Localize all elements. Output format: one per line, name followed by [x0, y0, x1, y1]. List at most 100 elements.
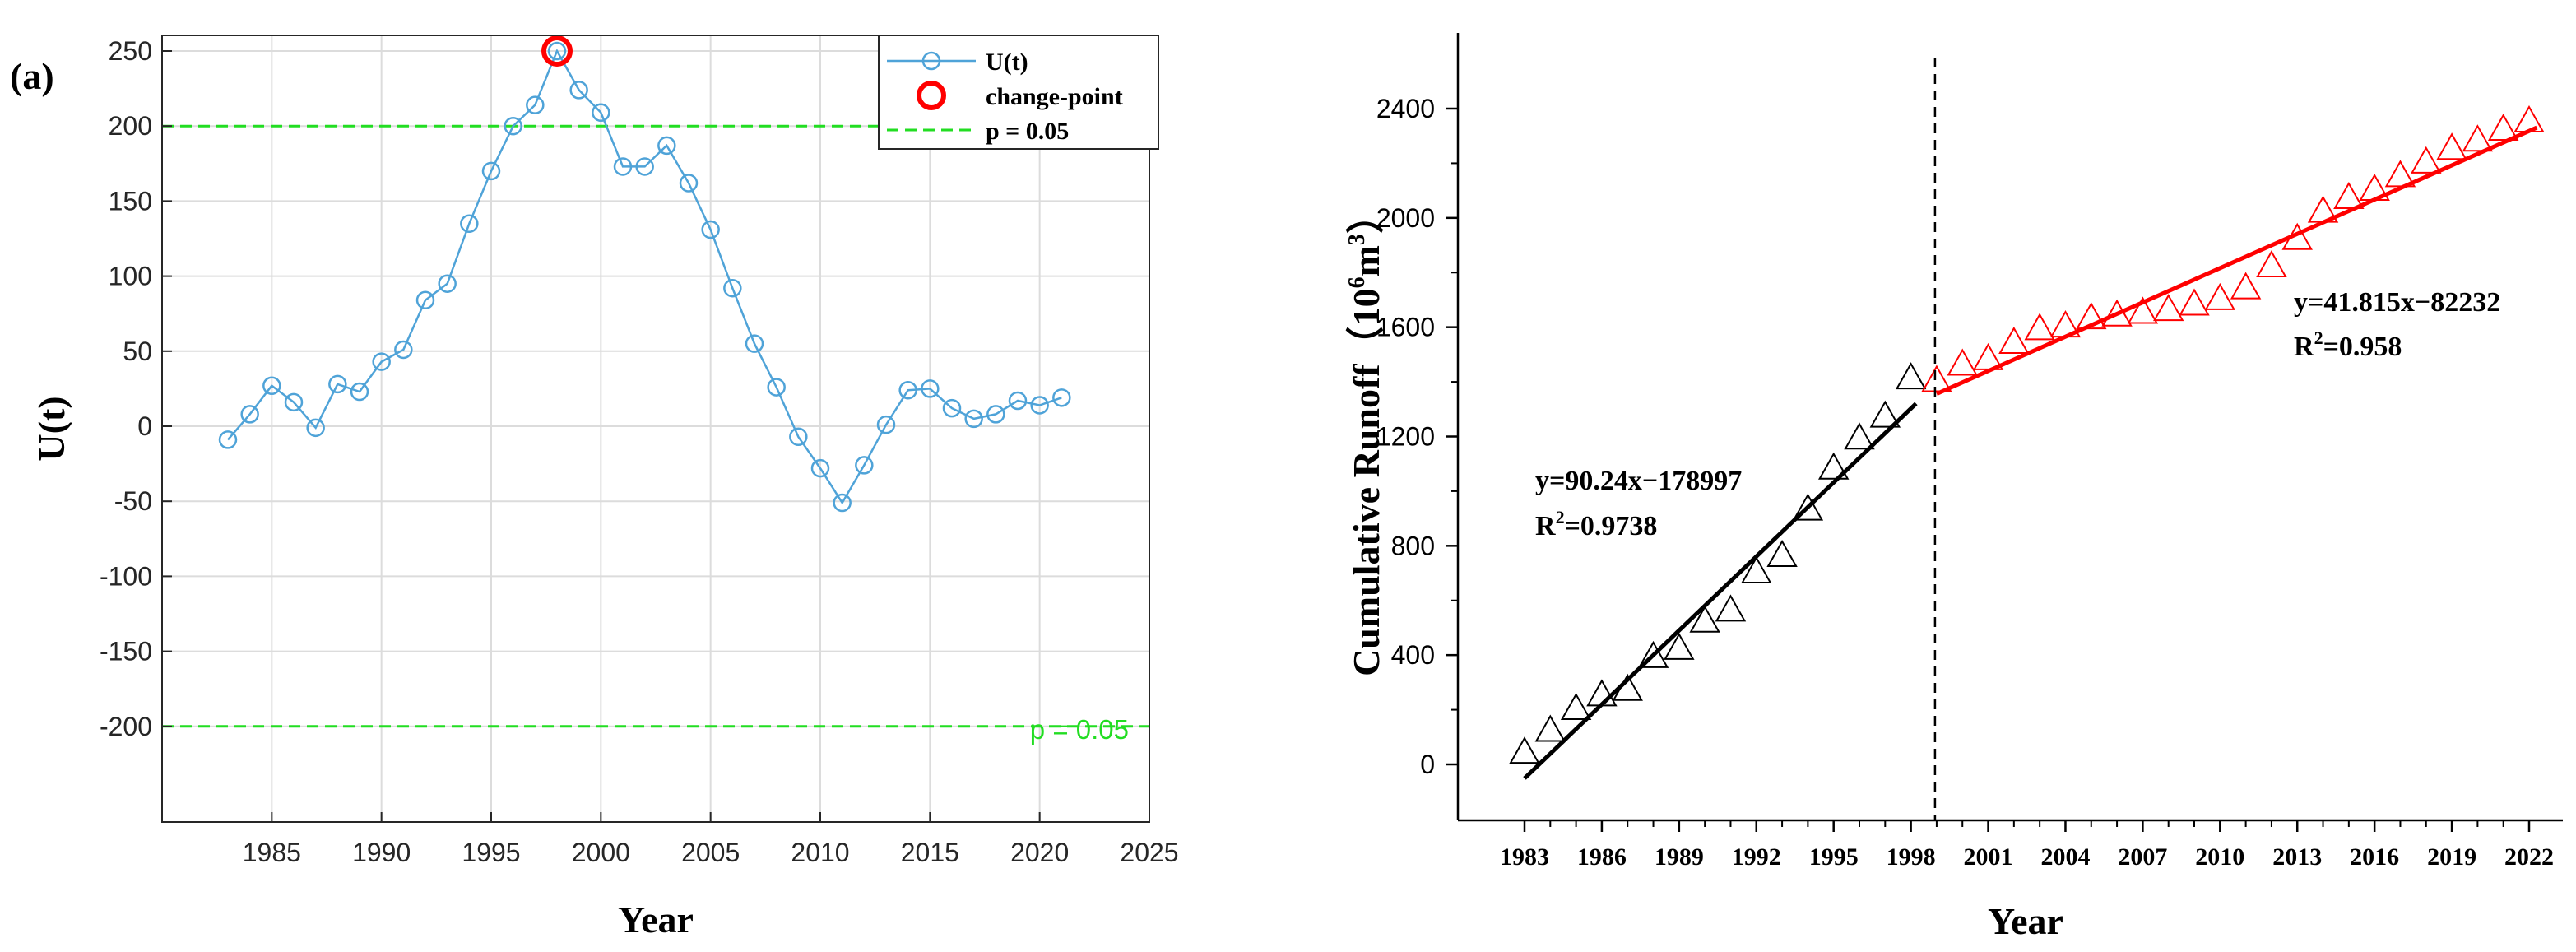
y-tick-label: -50: [114, 486, 152, 516]
ut-data-point: [964, 409, 983, 429]
ut-data-point: [657, 136, 676, 156]
x-tick-label: 2010: [2195, 843, 2244, 871]
ut-data-point: [592, 103, 610, 123]
r2-value-after: =0.958: [2323, 332, 2402, 362]
ut-data-point: [394, 340, 413, 360]
panel-a-grid: [162, 35, 1150, 822]
ut-data-point: [415, 290, 435, 310]
triangle-point-before: [1534, 714, 1566, 742]
ut-data-point: [723, 278, 742, 298]
ut-data-point: [767, 378, 786, 397]
r2-exponent-before: 2: [1556, 507, 1565, 527]
x-tick-label: 1989: [1655, 843, 1704, 871]
panel-a-plot-frame: [161, 35, 1150, 823]
triangle-point-after: [2462, 124, 2494, 152]
panel-b: 0 400 800 1200 1600 2000 2400 1983 1986 1989 1992 1…: [1344, 33, 2563, 942]
triangle-point-before: [1869, 400, 1901, 428]
fit-r2-before: R2=0.9738: [1535, 507, 1657, 541]
triangle-point-before: [1664, 632, 1695, 660]
y-tick-label: 800: [1391, 531, 1435, 560]
x-tick-label: 2016: [2350, 843, 2399, 871]
x-tick-label: 1990: [352, 838, 411, 867]
x-tick-label: 2005: [681, 838, 740, 867]
y-tick-label: 100: [109, 262, 152, 291]
ut-data-point: [810, 458, 830, 478]
y-tick-label: 400: [1391, 640, 1435, 670]
panel-b-axes: [1456, 33, 2563, 822]
x-tick-label: 2015: [901, 838, 959, 867]
x-tick-label: 2004: [2040, 843, 2090, 871]
x-tick-label: 2022: [2504, 843, 2554, 871]
legend-marker-change-point: [917, 81, 946, 110]
ut-data-point: [481, 161, 501, 181]
fit-equation-after: y=41.815x−82232: [2294, 287, 2500, 318]
ut-data-point: [986, 405, 1005, 424]
panel-a-legend: U(t) change-point p = 0.05: [878, 35, 1159, 150]
triangle-point-after: [2487, 113, 2519, 141]
fit-line-after: [1935, 125, 2538, 396]
fit-r2-after: R2=0.958: [2294, 327, 2402, 362]
triangle-point-before: [1509, 736, 1540, 764]
y-tick-label: 50: [123, 337, 152, 366]
triangle-point-before: [1792, 493, 1824, 521]
ut-data-point: [898, 380, 917, 400]
ut-data-point: [218, 430, 238, 449]
r2-value-before: =0.9738: [1565, 511, 1658, 541]
panel-b-fit-lines: [1523, 125, 2538, 780]
r2-exponent-after: 2: [2314, 327, 2323, 348]
r2-symbol-before: R: [1535, 511, 1556, 541]
panel-a-ticks: 1985 1990 1995 2000 2005 2010 2015 2020 20252502…: [100, 36, 1179, 867]
ut-data-point: [262, 376, 281, 396]
triangle-point-after: [1972, 342, 2004, 370]
y-tick-label: 2000: [1376, 203, 1435, 233]
triangle-point-after: [2127, 296, 2159, 324]
y-tick-label: 200: [109, 111, 152, 141]
fit-equation-before: y=90.24x−178997: [1535, 466, 1742, 496]
ut-data-point: [679, 174, 699, 193]
ut-data-point: [504, 116, 522, 136]
x-tick-label: 2000: [572, 838, 630, 867]
triangle-point-before: [1715, 594, 1747, 622]
panel-b-series: [1509, 104, 2545, 764]
x-tick-label: 1986: [1577, 843, 1627, 871]
panel-a-label: (a): [10, 55, 54, 97]
y-label-unit-exp2: 3: [1344, 234, 1370, 245]
triangle-point-before: [1817, 452, 1850, 480]
y-tick-label: -100: [100, 561, 152, 591]
ut-data-point: [438, 274, 457, 293]
triangle-point-after: [2204, 282, 2236, 310]
x-tick-label: 2013: [2272, 843, 2322, 871]
panel-b-ticks: 0 400 800 1200 1600 2000 2400 1983 1986 1989 1992 1…: [1376, 94, 2554, 871]
y-tick-label: 0: [137, 411, 152, 441]
panel-b-y-axis-label: Cumulative Runoff（106m3）: [1344, 196, 1387, 676]
triangle-point-after: [2024, 313, 2055, 341]
x-tick-label: 2007: [2118, 843, 2167, 871]
x-tick-label: 2010: [791, 838, 849, 867]
ut-data-point: [613, 157, 633, 176]
ut-data-point: [876, 415, 896, 434]
y-label-main: Cumulative Runoff（: [1345, 326, 1387, 676]
fit-line-before: [1523, 402, 1918, 780]
triangle-point-after: [2281, 222, 2313, 250]
ut-data-point: [701, 220, 720, 239]
y-tick-label: 1200: [1376, 422, 1435, 452]
triangle-point-after: [2384, 160, 2416, 188]
x-tick-label: 1995: [462, 838, 520, 867]
y-tick-label: 1600: [1376, 313, 1435, 342]
triangle-point-after: [2179, 288, 2210, 316]
triangle-point-before: [1689, 605, 1720, 633]
panel-a-series: [218, 35, 1071, 513]
y-label-unit-mid: m: [1345, 245, 1387, 276]
ut-data-point: [547, 41, 567, 61]
y-label-unit-exp1: 6: [1344, 276, 1370, 288]
ut-data-point: [635, 157, 654, 176]
y-label-unit-base: 10: [1345, 288, 1387, 326]
ut-data-point: [921, 379, 940, 398]
r2-symbol-after: R: [2294, 332, 2314, 362]
triangle-point-before: [1612, 673, 1643, 701]
y-tick-label: 150: [109, 186, 152, 216]
triangle-point-after: [1921, 365, 1952, 392]
lower-threshold-label: p = 0.05: [1030, 714, 1129, 745]
triangle-point-after: [2049, 310, 2082, 338]
y-tick-label: 0: [1420, 750, 1435, 779]
